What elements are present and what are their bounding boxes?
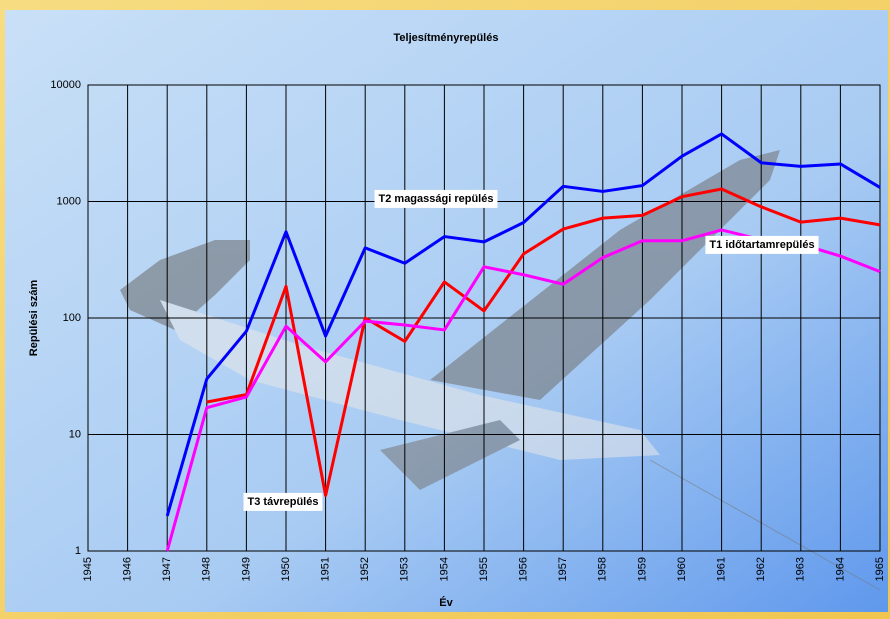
y-tick-label: 1 bbox=[75, 545, 81, 557]
x-tick-label: 1962 bbox=[755, 557, 767, 581]
series-label: T3 távrepülés bbox=[248, 496, 319, 508]
x-tick-label: 1958 bbox=[597, 557, 609, 581]
x-tick-label: 1952 bbox=[359, 557, 371, 581]
series-label: T2 magassági repülés bbox=[379, 193, 494, 205]
x-tick-label: 1964 bbox=[834, 557, 846, 581]
y-tick-label: 10000 bbox=[50, 79, 81, 91]
y-axis-label: Repülési szám bbox=[28, 280, 40, 357]
x-tick-label: 1961 bbox=[716, 557, 728, 581]
series-label: T1 időtartamrepülés bbox=[709, 239, 814, 251]
y-tick-label: 10 bbox=[69, 428, 81, 440]
page: {"chart_data": { "type": "line", "title"… bbox=[0, 0, 890, 619]
x-tick-label: 1963 bbox=[795, 557, 807, 581]
x-tick-label: 1954 bbox=[438, 557, 450, 581]
x-tick-label: 1945 bbox=[82, 557, 94, 581]
x-tick-label: 1955 bbox=[478, 557, 490, 581]
chart: Teljesítményrepülés Év Repülési szám 1 10… bbox=[0, 0, 890, 619]
x-tick-label: 1951 bbox=[320, 557, 332, 581]
x-tick-label: 1946 bbox=[122, 557, 134, 581]
x-axis-label: Év bbox=[439, 596, 453, 609]
y-tick-label: 1000 bbox=[57, 195, 81, 207]
chart-title: Teljesítményrepülés bbox=[394, 32, 499, 44]
x-tick-label: 1956 bbox=[518, 557, 530, 581]
x-tick-label: 1965 bbox=[874, 557, 886, 581]
x-tick-label: 1947 bbox=[161, 557, 173, 581]
x-tick-label: 1949 bbox=[240, 557, 252, 581]
x-tick-label: 1953 bbox=[399, 557, 411, 581]
x-tick-label: 1960 bbox=[676, 557, 688, 581]
y-tick-label: 100 bbox=[63, 312, 81, 324]
x-tick-label: 1948 bbox=[201, 557, 213, 581]
x-tick-label: 1957 bbox=[557, 557, 569, 581]
x-tick-label: 1959 bbox=[636, 557, 648, 581]
x-tick-label: 1950 bbox=[280, 557, 292, 581]
